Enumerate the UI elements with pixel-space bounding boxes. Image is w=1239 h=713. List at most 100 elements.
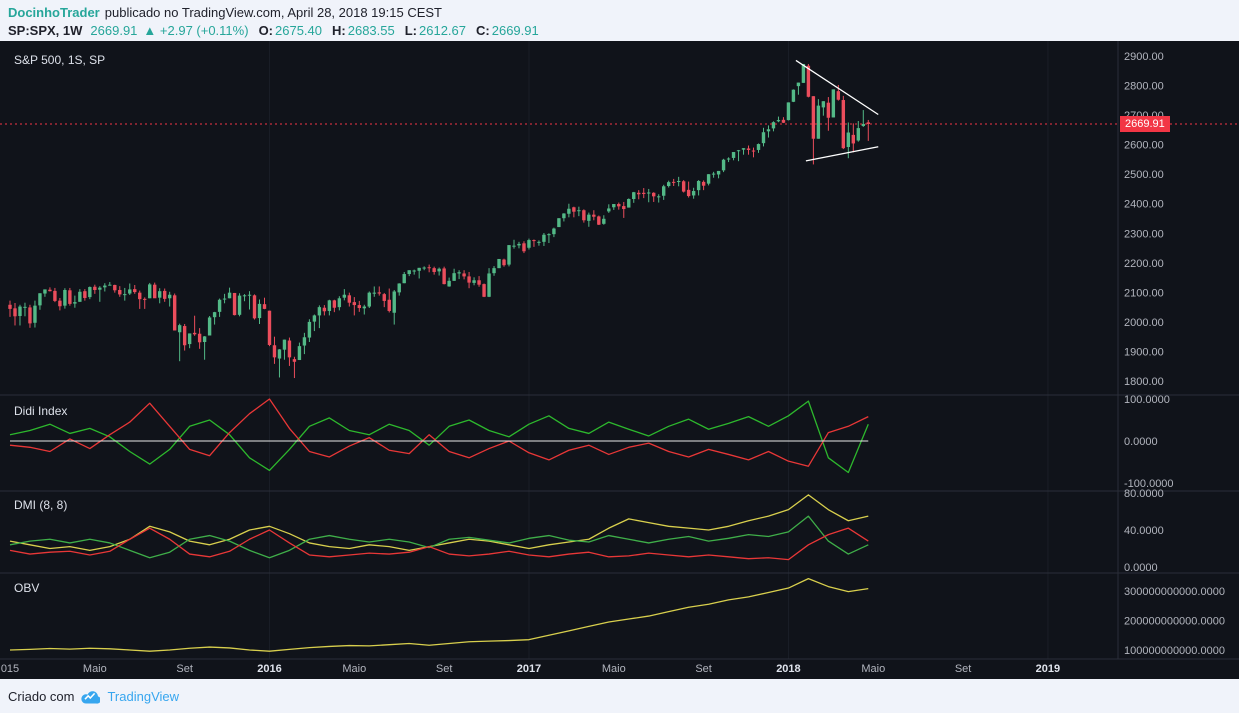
candle-body: [796, 82, 801, 87]
close-label: C:: [476, 23, 490, 38]
created-with-label: Criado com: [8, 688, 75, 704]
candle-body: [741, 148, 746, 150]
last-price-value: 2669.91: [90, 23, 138, 38]
x-tick-label: Maio: [602, 663, 626, 675]
candle-body: [113, 284, 117, 291]
candle-body: [751, 150, 756, 152]
candle-body: [88, 287, 92, 298]
candle-body: [786, 102, 791, 121]
candle-body: [297, 346, 302, 361]
candle-body: [647, 192, 651, 194]
candle-body: [781, 119, 786, 123]
x-tick-label: Set: [955, 663, 972, 675]
candle-body: [98, 287, 102, 290]
author-link[interactable]: DocinhoTrader: [8, 5, 100, 20]
candle-body: [527, 240, 531, 248]
candle-body: [846, 132, 851, 147]
candle-body: [607, 208, 611, 212]
candle-body: [153, 284, 157, 299]
candle-body: [701, 181, 706, 186]
candle-body: [816, 105, 821, 139]
tradingview-logo-icon[interactable]: [81, 689, 101, 704]
x-tick-label: 2018: [776, 663, 800, 675]
y-tick-label: 2100.00: [1124, 287, 1164, 299]
candle-body: [517, 243, 521, 246]
candle-body: [282, 339, 287, 350]
candle-body: [148, 284, 152, 299]
candle-body: [681, 181, 686, 192]
candle-body: [73, 302, 77, 304]
candle-body: [497, 258, 501, 269]
candle-body: [582, 210, 586, 221]
candle-body: [272, 345, 277, 358]
candle-body: [826, 102, 831, 118]
candle-body: [38, 293, 42, 306]
y-tick-label: 2800.00: [1124, 81, 1164, 93]
candle-body: [172, 295, 177, 331]
x-tick-label: 2016: [257, 663, 281, 675]
obv-line: [9, 577, 869, 652]
candle-body: [392, 291, 396, 313]
candle-body: [711, 173, 716, 175]
candle-body: [307, 321, 312, 338]
candle-body: [477, 280, 481, 285]
y-tick-label: -100.0000: [1124, 478, 1174, 490]
candle-body: [18, 306, 22, 316]
candle-body: [467, 276, 471, 283]
candle-body: [841, 100, 846, 149]
candle-body: [427, 267, 431, 269]
header: DocinhoTrader publicado no TradingView.co…: [0, 0, 1239, 41]
x-tick-label: 2019: [1036, 663, 1060, 675]
candle-body: [58, 300, 62, 307]
candle-body: [691, 191, 696, 196]
candle-body: [33, 305, 37, 323]
published-line: DocinhoTrader publicado no TradingView.co…: [8, 4, 1239, 21]
candle-body: [217, 299, 222, 312]
candle-body: [617, 204, 621, 207]
candle-body: [232, 292, 237, 316]
candle-body: [492, 268, 496, 274]
tradingview-link[interactable]: TradingView: [107, 688, 180, 704]
candle-body: [407, 270, 411, 275]
open-value: 2675.40: [275, 23, 323, 38]
candle-body: [108, 284, 112, 286]
y-tick-label: 100.0000: [1124, 394, 1170, 406]
candle-body: [447, 280, 451, 287]
candle-body: [93, 286, 97, 290]
candle-body: [721, 159, 726, 171]
dmi-plus-di: [9, 515, 869, 559]
candle-body: [457, 272, 461, 274]
candle-body: [227, 292, 232, 299]
candle-body: [103, 285, 107, 288]
candle-body: [382, 294, 386, 301]
candle-body: [487, 273, 491, 297]
candle-body: [138, 292, 142, 300]
y-tick-label: 2500.00: [1124, 169, 1164, 181]
candle-body: [237, 295, 242, 315]
candle-body: [133, 289, 137, 293]
candle-body: [128, 289, 132, 294]
candle-body: [417, 267, 421, 271]
candle-body: [212, 312, 217, 318]
candle-body: [187, 333, 192, 345]
candle-body: [731, 152, 736, 158]
candle-body: [252, 295, 257, 319]
candle-body: [123, 294, 127, 296]
y-tick-label: 2200.00: [1124, 258, 1164, 270]
y-tick-label: 1900.00: [1124, 346, 1164, 358]
y-tick-label: 0.0000: [1124, 562, 1158, 574]
candle-body: [502, 259, 506, 266]
chart-area[interactable]: 2900.002800.002700.002600.002500.002400.…: [0, 41, 1239, 679]
candle-body: [736, 150, 741, 152]
chart-canvas[interactable]: 2900.002800.002700.002600.002500.002400.…: [0, 41, 1239, 679]
published-info: publicado no TradingView.com, April 28, …: [104, 5, 443, 20]
candle-body: [322, 307, 327, 312]
candle-body: [726, 158, 731, 160]
candle-body: [452, 273, 456, 281]
candle-body: [342, 294, 347, 298]
candle-body: [512, 245, 516, 247]
candle-body: [257, 303, 262, 319]
x-tick-label: Maio: [861, 663, 885, 675]
y-tick-label: 100000000000.0000: [1124, 645, 1225, 657]
dmi-minus-di: [9, 527, 869, 561]
